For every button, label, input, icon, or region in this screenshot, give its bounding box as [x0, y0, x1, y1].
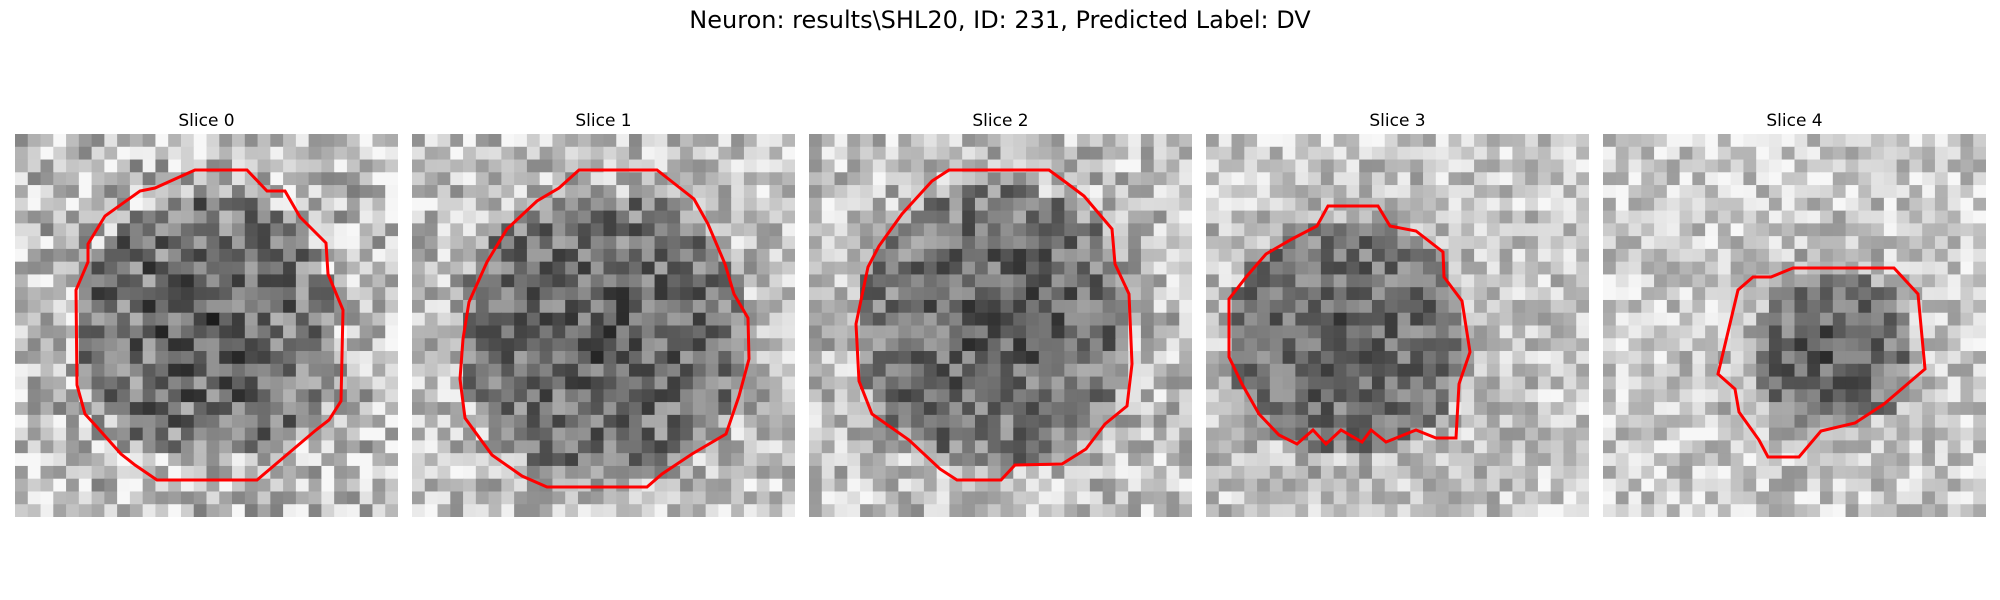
slice-image-0 — [15, 134, 398, 517]
slice-title-4: Slice 4 — [1766, 111, 1823, 131]
slice-image-2 — [809, 134, 1192, 517]
segmentation-contour-0 — [74, 168, 345, 482]
slice-panel-4: Slice 4 — [1603, 108, 1986, 517]
slice-panel-2: Slice 2 — [809, 108, 1192, 517]
segmentation-contour-1 — [458, 168, 751, 489]
slice-image-3 — [1206, 134, 1589, 517]
slice-panel-3: Slice 3 — [1206, 108, 1589, 517]
slice-panel-0: Slice 0 — [15, 108, 398, 517]
slice-title-0: Slice 0 — [178, 111, 235, 131]
segmentation-contour-4 — [1716, 266, 1927, 459]
slice-panel-1: Slice 1 — [412, 108, 795, 517]
slice-title-3: Slice 3 — [1369, 111, 1426, 131]
slice-title-1: Slice 1 — [575, 111, 632, 131]
segmentation-contour-3 — [1227, 204, 1472, 447]
slice-image-4 — [1603, 134, 1986, 517]
slice-image-1 — [412, 134, 795, 517]
slice-title-2: Slice 2 — [972, 111, 1029, 131]
segmentation-contour-2 — [854, 168, 1134, 482]
figure-title: Neuron: results\SHL20, ID: 231, Predicte… — [689, 6, 1311, 34]
